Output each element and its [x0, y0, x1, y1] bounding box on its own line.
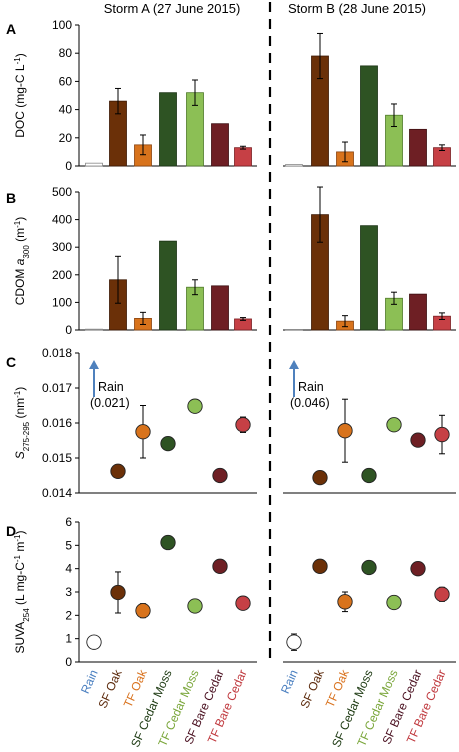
- y-tick-label: 0.018: [42, 346, 72, 360]
- bar-sf-cedar-moss: [360, 225, 378, 331]
- bar-rain: [85, 328, 103, 331]
- rain-annotation: Rain (0.021): [89, 360, 130, 410]
- bar-sf-bare-cedar: [409, 128, 427, 167]
- point-tf-bare-cedar: [235, 595, 251, 611]
- y-tick-label: 20: [59, 131, 73, 145]
- y-tick-label: 0.016: [42, 416, 72, 430]
- panel-c: C 0.014 0.015 0.016 0.017 0.018 S275-295 (nm-1…: [6, 346, 456, 500]
- point-tf-bare-cedar: [235, 417, 251, 433]
- y-tick-label: 4: [65, 562, 72, 576]
- arrow-head-icon: [289, 360, 299, 369]
- rain-annotation-label: Rain (0.021): [90, 380, 130, 410]
- y-axis-label: S275-295 (nm-1): [13, 387, 31, 460]
- bar-sf-bare-cedar: [409, 293, 427, 331]
- point-tf-cedar-moss: [187, 598, 203, 614]
- y-axis-label: DOC (mg-C L-1): [13, 53, 28, 137]
- panel-a: A 0 20 40 60 80 100 DOC (mg-C L-1): [6, 18, 456, 173]
- category-label: Rain: [278, 668, 301, 696]
- y-tick-label: 3: [65, 585, 72, 599]
- y-tick-label: 1: [65, 632, 72, 646]
- y-tick-label: 0.014: [42, 486, 72, 500]
- y-tick-label: 80: [59, 46, 73, 60]
- point-rain: [86, 634, 102, 650]
- category-label: Rain: [78, 668, 101, 696]
- point-sf-bare-cedar: [410, 561, 426, 577]
- arrow-head-icon: [89, 360, 99, 369]
- bar-sf-cedar-moss: [360, 65, 378, 167]
- point-rain: [286, 634, 302, 650]
- y-axis-label: CDOM a300 (m-1): [13, 217, 31, 306]
- y-tick-label: 500: [52, 185, 72, 199]
- point-tf-oak: [135, 603, 151, 619]
- storm-b-title: Storm B (28 June 2015): [288, 1, 426, 16]
- point-sf-oak: [312, 469, 328, 486]
- panel-letter: C: [6, 354, 16, 370]
- y-tick-label: 100: [52, 295, 72, 309]
- bar-sf-cedar-moss: [159, 240, 177, 331]
- bar-rain: [285, 164, 303, 167]
- point-tf-bare-cedar: [434, 586, 450, 602]
- bar-sf-bare-cedar: [211, 123, 229, 167]
- bar-sf-cedar-moss: [159, 92, 177, 167]
- point-sf-cedar-moss: [160, 534, 176, 551]
- point-sf-bare-cedar: [212, 558, 228, 574]
- point-sf-bare-cedar: [212, 467, 228, 484]
- point-tf-oak: [337, 594, 353, 610]
- bar-tf-bare-cedar: [234, 147, 252, 167]
- y-tick-label: 60: [59, 74, 73, 88]
- point-sf-oak: [110, 463, 126, 479]
- y-tick-label: 0: [65, 655, 72, 669]
- point-tf-bare-cedar: [434, 426, 450, 443]
- point-tf-cedar-moss: [386, 417, 402, 433]
- y-tick-label: 40: [59, 103, 73, 117]
- panel-letter: D: [6, 523, 16, 539]
- panel-b: B 0 100 200 300 400 500 CDOM a300 (m-1): [6, 185, 456, 337]
- y-tick-label: 200: [52, 268, 72, 282]
- bar-rain: [285, 329, 303, 331]
- panel-letter: A: [6, 21, 16, 37]
- point-sf-bare-cedar: [410, 432, 426, 448]
- y-tick-label: 0.017: [42, 381, 72, 395]
- rain-annotation: Rain (0.046): [289, 360, 330, 410]
- storm-titles: Storm A (27 June 2015) Storm B (28 June …: [104, 1, 426, 16]
- bar-sf-bare-cedar: [211, 285, 229, 331]
- point-tf-cedar-moss: [386, 594, 402, 611]
- panel-d: D 0 1 2 3 4 5 6 SUVA254 (L mg-C-1 m-1): [6, 515, 456, 669]
- y-tick-label: 0: [65, 159, 72, 173]
- point-tf-oak: [337, 423, 353, 439]
- point-tf-cedar-moss: [187, 398, 203, 414]
- point-sf-cedar-moss: [361, 559, 377, 576]
- y-tick-label: 100: [52, 18, 72, 32]
- point-tf-oak: [135, 424, 151, 440]
- y-tick-label: 2: [65, 608, 72, 622]
- rain-annotation-label: Rain (0.046): [290, 380, 330, 410]
- bar-rain: [85, 162, 103, 167]
- y-tick-label: 0.015: [42, 451, 72, 465]
- y-tick-label: 0: [65, 323, 72, 337]
- panel-letter: B: [6, 190, 16, 206]
- y-axis-label: SUVA254 (L mg-C-1 m-1): [13, 531, 31, 654]
- point-sf-cedar-moss: [160, 435, 176, 452]
- y-tick-label: 400: [52, 213, 72, 227]
- storm-a-title: Storm A (27 June 2015): [104, 1, 241, 16]
- y-tick-label: 6: [65, 515, 72, 529]
- y-tick-label: 300: [52, 240, 72, 254]
- y-tick-label: 5: [65, 538, 72, 552]
- point-sf-cedar-moss: [361, 467, 377, 484]
- point-sf-oak: [312, 558, 328, 574]
- point-sf-oak: [110, 584, 126, 601]
